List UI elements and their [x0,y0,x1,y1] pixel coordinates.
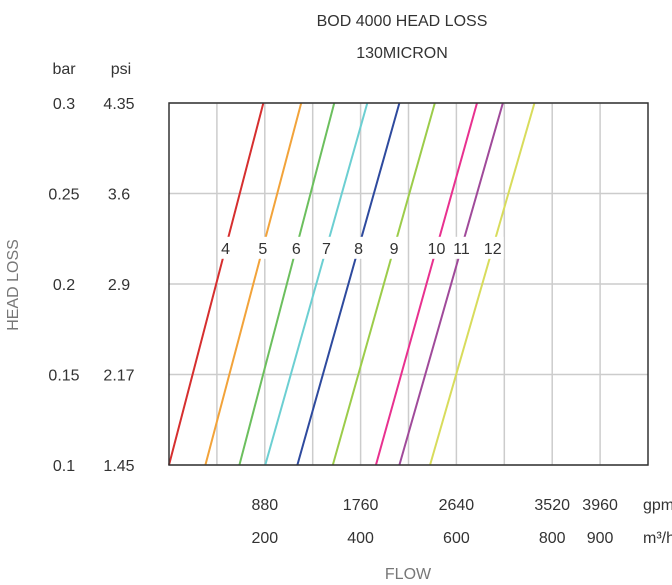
y-tick-label-psi: 1.45 [103,458,134,475]
grid-lines [169,102,648,466]
chart-title: BOD 4000 HEAD LOSS [317,13,488,30]
x-tick-label-m3h: 600 [443,530,470,547]
series-line-8 [296,102,401,466]
series-label-12: 12 [484,241,502,258]
x-tick-label-m3h: 900 [587,530,614,547]
x-tick-label-m3h: 200 [251,530,278,547]
x-tick-label-gpm: 3960 [582,497,618,514]
y-tick-label-bar: 0.3 [53,96,75,113]
x-tick-labels: 880 200 1760 400 2640 600 3520 800 3960 900 [251,497,618,547]
x-axis-title: FLOW [385,566,432,583]
y-tick-labels: 0.3 4.35 0.25 3.6 0.2 2.9 0.15 2.17 0.1 1.45 [48,96,134,475]
series-label-11: 11 [453,241,470,258]
y-unit-psi: psi [111,61,131,78]
series-label-bg [218,236,233,259]
x-tick-label-gpm: 1760 [343,497,379,514]
series-line-7 [264,102,369,466]
chart-subtitle: 130MICRON [356,45,448,62]
series-line-6 [238,102,336,466]
series-label-bg [425,236,448,259]
series-labels: 4 5 6 7 8 9 10 11 12 [218,236,504,259]
y-tick-label-psi: 2.17 [103,368,134,385]
series-label-7: 7 [322,241,331,258]
series-label-bg [481,236,504,259]
series-label-6: 6 [292,241,301,258]
series-label-8: 8 [354,241,363,258]
series-label-5: 5 [258,241,267,258]
series-label-bg [351,236,366,259]
x-tick-label-gpm: 2640 [439,497,475,514]
y-tick-label-psi: 2.9 [108,277,130,294]
series-line-11 [398,102,504,466]
y-tick-label-psi: 3.6 [108,187,130,204]
series-label-bg [387,236,402,259]
x-unit-gpm: gpm [643,497,672,514]
series-label-bg [450,236,473,259]
y-tick-label-bar: 0.2 [53,277,75,294]
series-label-4: 4 [221,241,230,258]
series-line-4 [168,102,265,466]
series-label-9: 9 [390,241,399,258]
series-label-bg [255,236,270,259]
x-tick-label-m3h: 400 [347,530,374,547]
series-label-bg [319,236,334,259]
series-line-12 [429,102,536,466]
y-tick-label-bar: 0.15 [48,368,79,385]
x-tick-label-m3h: 800 [539,530,566,547]
y-axis-title: HEAD LOSS [5,239,22,331]
y-tick-label-bar: 0.25 [48,187,79,204]
y-tick-label-psi: 4.35 [103,96,134,113]
x-tick-label-gpm: 3520 [534,497,570,514]
series-line-10 [374,102,478,466]
series-label-bg [289,236,304,259]
series-line-9 [331,102,436,466]
x-tick-label-gpm: 880 [251,497,278,514]
x-unit-m3h: m³/h [643,530,672,547]
series-lines [168,102,536,466]
y-unit-bar: bar [52,61,76,78]
y-tick-label-bar: 0.1 [53,458,75,475]
plot-frame [168,102,649,466]
series-label-10: 10 [428,241,446,258]
series-line-5 [204,102,303,466]
